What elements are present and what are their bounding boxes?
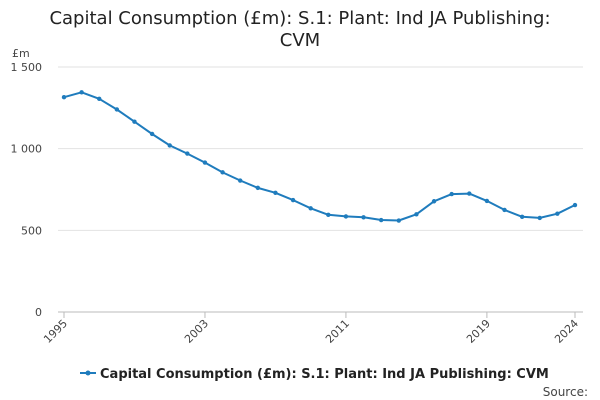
data-point[interactable]	[449, 191, 454, 197]
data-point[interactable]	[290, 197, 296, 203]
data-point[interactable]	[149, 131, 155, 137]
y-axis-unit-label: £m	[12, 47, 30, 60]
x-tick-label: 2011	[323, 317, 352, 346]
data-point[interactable]	[519, 214, 525, 219]
data-point[interactable]	[502, 207, 507, 213]
data-point[interactable]	[326, 212, 331, 218]
data-point[interactable]	[273, 190, 278, 195]
data-point[interactable]	[238, 178, 243, 183]
y-tick-label: 0	[35, 306, 42, 319]
data-point[interactable]	[220, 170, 225, 175]
data-point[interactable]	[361, 215, 366, 220]
data-point[interactable]	[396, 218, 401, 223]
x-tick-label: 2003	[182, 317, 211, 346]
data-point[interactable]	[167, 143, 172, 148]
series-line	[63, 91, 576, 222]
y-axis-ticks: 0 500 1 000 1 500	[11, 61, 43, 319]
x-tick-label: 2019	[464, 317, 493, 346]
data-point[interactable]	[572, 202, 578, 208]
series-group	[61, 90, 578, 223]
chart-title-line-1: Capital Consumption (£m): S.1: Plant: In…	[49, 8, 550, 29]
x-axis-ticks: 1995 2003 2011 2019 2024	[41, 312, 581, 346]
data-point[interactable]	[343, 214, 349, 219]
x-tick-label: 2024	[552, 317, 581, 346]
gridlines	[58, 66, 583, 313]
y-tick-label: 1 000	[11, 143, 43, 156]
legend-label: Capital Consumption (£m): S.1: Plant: In…	[100, 367, 549, 382]
data-point[interactable]	[132, 119, 137, 124]
data-point[interactable]	[467, 191, 472, 196]
legend[interactable]: Capital Consumption (£m): S.1: Plant: In…	[80, 367, 549, 382]
data-point[interactable]	[202, 160, 208, 165]
data-point[interactable]	[484, 198, 490, 204]
data-point[interactable]	[555, 211, 560, 216]
data-point[interactable]	[61, 95, 67, 100]
y-tick-label: 500	[21, 224, 42, 237]
data-point[interactable]	[114, 107, 120, 112]
chart-title-line-2: CVM	[280, 30, 320, 51]
legend-marker-icon	[85, 370, 91, 376]
data-point[interactable]	[431, 199, 437, 204]
data-point[interactable]	[308, 206, 313, 211]
data-point[interactable]	[255, 185, 261, 191]
source-label: Source:	[543, 385, 588, 399]
y-tick-label: 1 500	[11, 61, 43, 74]
data-point[interactable]	[79, 90, 84, 95]
x-tick-label: 1995	[41, 317, 70, 346]
data-point[interactable]	[537, 215, 542, 221]
data-point[interactable]	[414, 212, 419, 217]
data-point[interactable]	[378, 217, 384, 223]
data-point[interactable]	[97, 96, 102, 102]
data-point[interactable]	[185, 151, 190, 156]
